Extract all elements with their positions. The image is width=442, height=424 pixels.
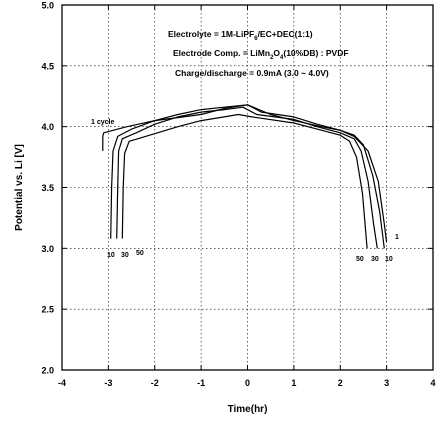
charge-label-50: 50: [136, 250, 144, 257]
x-axis-title: Time(hr): [228, 404, 268, 415]
x-tick-label: 0: [245, 378, 250, 388]
y-axis-title: Potential vs. Li [V]: [14, 144, 25, 231]
discharge-label-10: 10: [385, 256, 393, 263]
y-tick-label: 4.0: [41, 122, 54, 132]
y-tick-label: 3.0: [41, 244, 54, 254]
x-tick-label: 3: [384, 378, 389, 388]
x-tick-label: 2: [338, 378, 343, 388]
charge-label-10: 10: [107, 252, 115, 259]
annotation-electrolyte: Electrolyte = 1M-LiPF6/EC+DEC(1:1): [168, 29, 313, 42]
series-line-cycle-50: [121, 113, 368, 249]
annotation-electrode: Electrode Comp. = LiMn2O4(10%DB) : PVDF: [173, 48, 349, 61]
annotation-charge-discharge: Charge/discharge = 0.9mA (3.0 ~ 4.0V): [175, 68, 329, 78]
y-tick-labels: 2.0 2.5 3.0 3.5 4.0 4.5 5.0: [41, 1, 54, 376]
cycle-label-first: 1 cycle: [91, 119, 114, 126]
x-tick-label: -1: [197, 378, 205, 388]
series-line-cycle-10: [110, 104, 385, 249]
discharge-label-50: 50: [356, 256, 364, 263]
x-tick-labels: -4 -3 -2 -1 0 1 2 3 4: [58, 378, 436, 388]
series-line-cycle-1: [102, 104, 388, 243]
x-tick-label: 1: [291, 378, 296, 388]
series-curves: [102, 104, 388, 249]
annotation-box: Electrolyte = 1M-LiPF6/EC+DEC(1:1) Elect…: [168, 29, 349, 78]
charge-label-30: 30: [121, 252, 129, 259]
y-tick-label: 2.0: [41, 366, 54, 376]
cycle-labels: 1 cycle 10 30 50 50 30 10 1: [91, 119, 399, 263]
series-line-cycle-30: [116, 106, 378, 249]
x-tick-label: 4: [430, 378, 435, 388]
discharge-label-1: 1: [395, 234, 399, 241]
tick-marks: [61, 4, 434, 371]
y-tick-label: 5.0: [41, 1, 54, 11]
x-tick-label: -2: [151, 378, 159, 388]
y-tick-label: 3.5: [41, 183, 54, 193]
grid-lines: [62, 5, 433, 370]
discharge-label-30: 30: [371, 256, 379, 263]
x-tick-label: -3: [104, 378, 112, 388]
y-tick-label: 2.5: [41, 305, 54, 315]
y-tick-label: 4.5: [41, 61, 54, 71]
x-tick-label: -4: [58, 378, 66, 388]
